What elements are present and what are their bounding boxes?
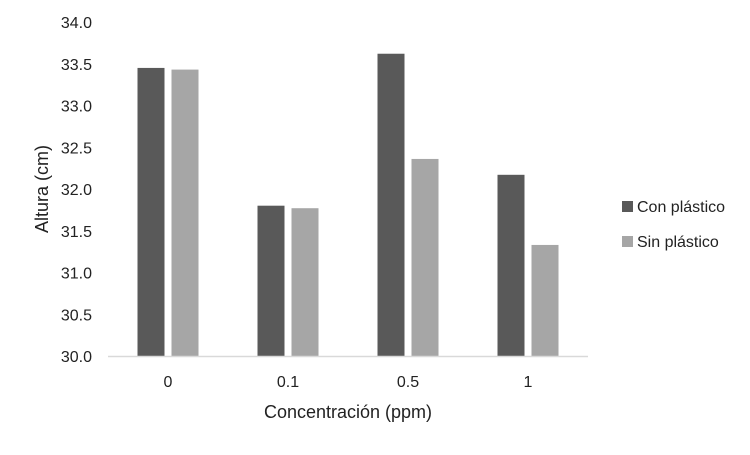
bar-con-plastico-0.1 <box>257 205 285 356</box>
bar-sin-plastico-0.5 <box>411 158 439 356</box>
y-axis-ticks: 30.0 30.5 31.0 31.5 32.0 32.5 33.0 33.5 34.0 <box>61 15 92 366</box>
y-tick-label: 31.0 <box>61 266 92 283</box>
y-tick-label: 33.5 <box>61 57 92 74</box>
legend-item-con-plastico: Con plástico <box>622 199 725 216</box>
x-tick-label: 1 <box>524 374 533 391</box>
x-tick-label: 0.5 <box>397 374 419 391</box>
bar-con-plastico-0.5 <box>377 53 405 356</box>
x-tick-label: 0 <box>164 374 173 391</box>
y-tick-label: 33.0 <box>61 99 92 116</box>
x-axis-label: Concentración (ppm) <box>264 402 432 422</box>
bar-con-plastico-0 <box>137 67 165 357</box>
x-axis-ticks: 0 0.1 0.5 1 <box>164 374 533 391</box>
legend-swatch <box>622 201 633 212</box>
bar-sin-plastico-0.1 <box>291 208 319 356</box>
bar-con-plastico-1 <box>497 174 525 356</box>
y-tick-label: 32.0 <box>61 182 92 199</box>
y-tick-label: 31.5 <box>61 224 92 241</box>
y-axis-label: Altura (cm) <box>32 145 52 233</box>
y-tick-label: 34.0 <box>61 15 92 32</box>
bar-sin-plastico-1 <box>531 244 559 356</box>
legend-label: Con plástico <box>637 199 725 216</box>
legend: Con plástico Sin plástico <box>622 199 725 251</box>
y-tick-label: 30.0 <box>61 349 92 366</box>
x-tick-label: 0.1 <box>277 374 299 391</box>
y-tick-label: 30.5 <box>61 307 92 324</box>
bar-sin-plastico-0 <box>171 69 199 356</box>
bars <box>137 53 559 357</box>
y-tick-label: 32.5 <box>61 140 92 157</box>
legend-label: Sin plástico <box>637 234 719 251</box>
legend-item-sin-plastico: Sin plástico <box>622 234 719 251</box>
legend-swatch <box>622 236 633 247</box>
